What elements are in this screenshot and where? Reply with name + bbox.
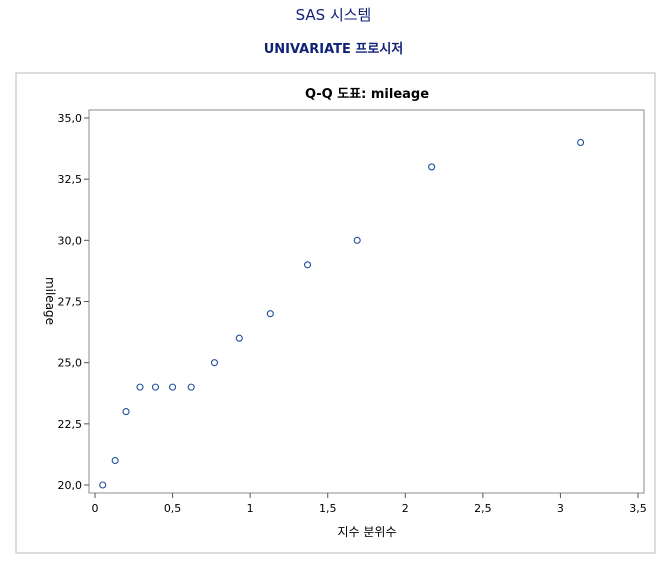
procedure-title: UNIVARIATE 프로시저 xyxy=(263,42,404,57)
x-tick-label: 0 xyxy=(92,502,99,515)
data-point xyxy=(428,163,436,171)
system-title: SAS 시스템 xyxy=(295,6,372,24)
y-axis-label: mileage xyxy=(43,277,57,325)
x-tick-label: 2 xyxy=(402,502,409,515)
x-axis: 0 0,5 1 1,5 2 2,5 3 3,5 xyxy=(92,493,647,515)
data-point xyxy=(235,334,243,342)
x-tick-label: 3,5 xyxy=(629,502,647,515)
data-point xyxy=(151,383,160,391)
y-tick-label: 30,0 xyxy=(58,234,83,247)
data-point xyxy=(187,383,195,391)
data-point xyxy=(210,359,219,367)
y-tick-label: 27,5 xyxy=(58,296,83,309)
y-tick-label: 32,5 xyxy=(58,173,83,186)
data-point xyxy=(577,138,585,147)
plot-area xyxy=(88,109,645,494)
x-tick-label: 3 xyxy=(557,502,564,515)
data-point xyxy=(353,236,361,244)
x-tick-label: 1,5 xyxy=(319,502,337,515)
y-tick-label: 20,0 xyxy=(58,479,83,492)
data-point xyxy=(136,383,144,391)
data-point xyxy=(303,261,312,269)
y-axis: 20,0 22,5 25,0 27,5 30,0 32,5 35,0 xyxy=(58,112,89,492)
data-point xyxy=(111,456,119,465)
x-tick-label: 2,5 xyxy=(474,502,492,515)
data-points xyxy=(99,138,585,489)
data-point xyxy=(266,310,274,318)
data-point xyxy=(122,408,130,416)
x-tick-label: 0,5 xyxy=(164,502,182,515)
data-point xyxy=(169,383,177,391)
y-tick-label: 22,5 xyxy=(58,418,83,431)
y-tick-label: 25,0 xyxy=(58,357,83,370)
x-tick-label: 1 xyxy=(247,502,254,515)
data-point xyxy=(99,481,107,489)
y-tick-label: 35,0 xyxy=(58,112,83,125)
x-axis-label: 지수 분위수 xyxy=(337,525,396,539)
graph-frame xyxy=(15,72,656,554)
plot-title: Q-Q 도표: mileage xyxy=(305,87,429,102)
